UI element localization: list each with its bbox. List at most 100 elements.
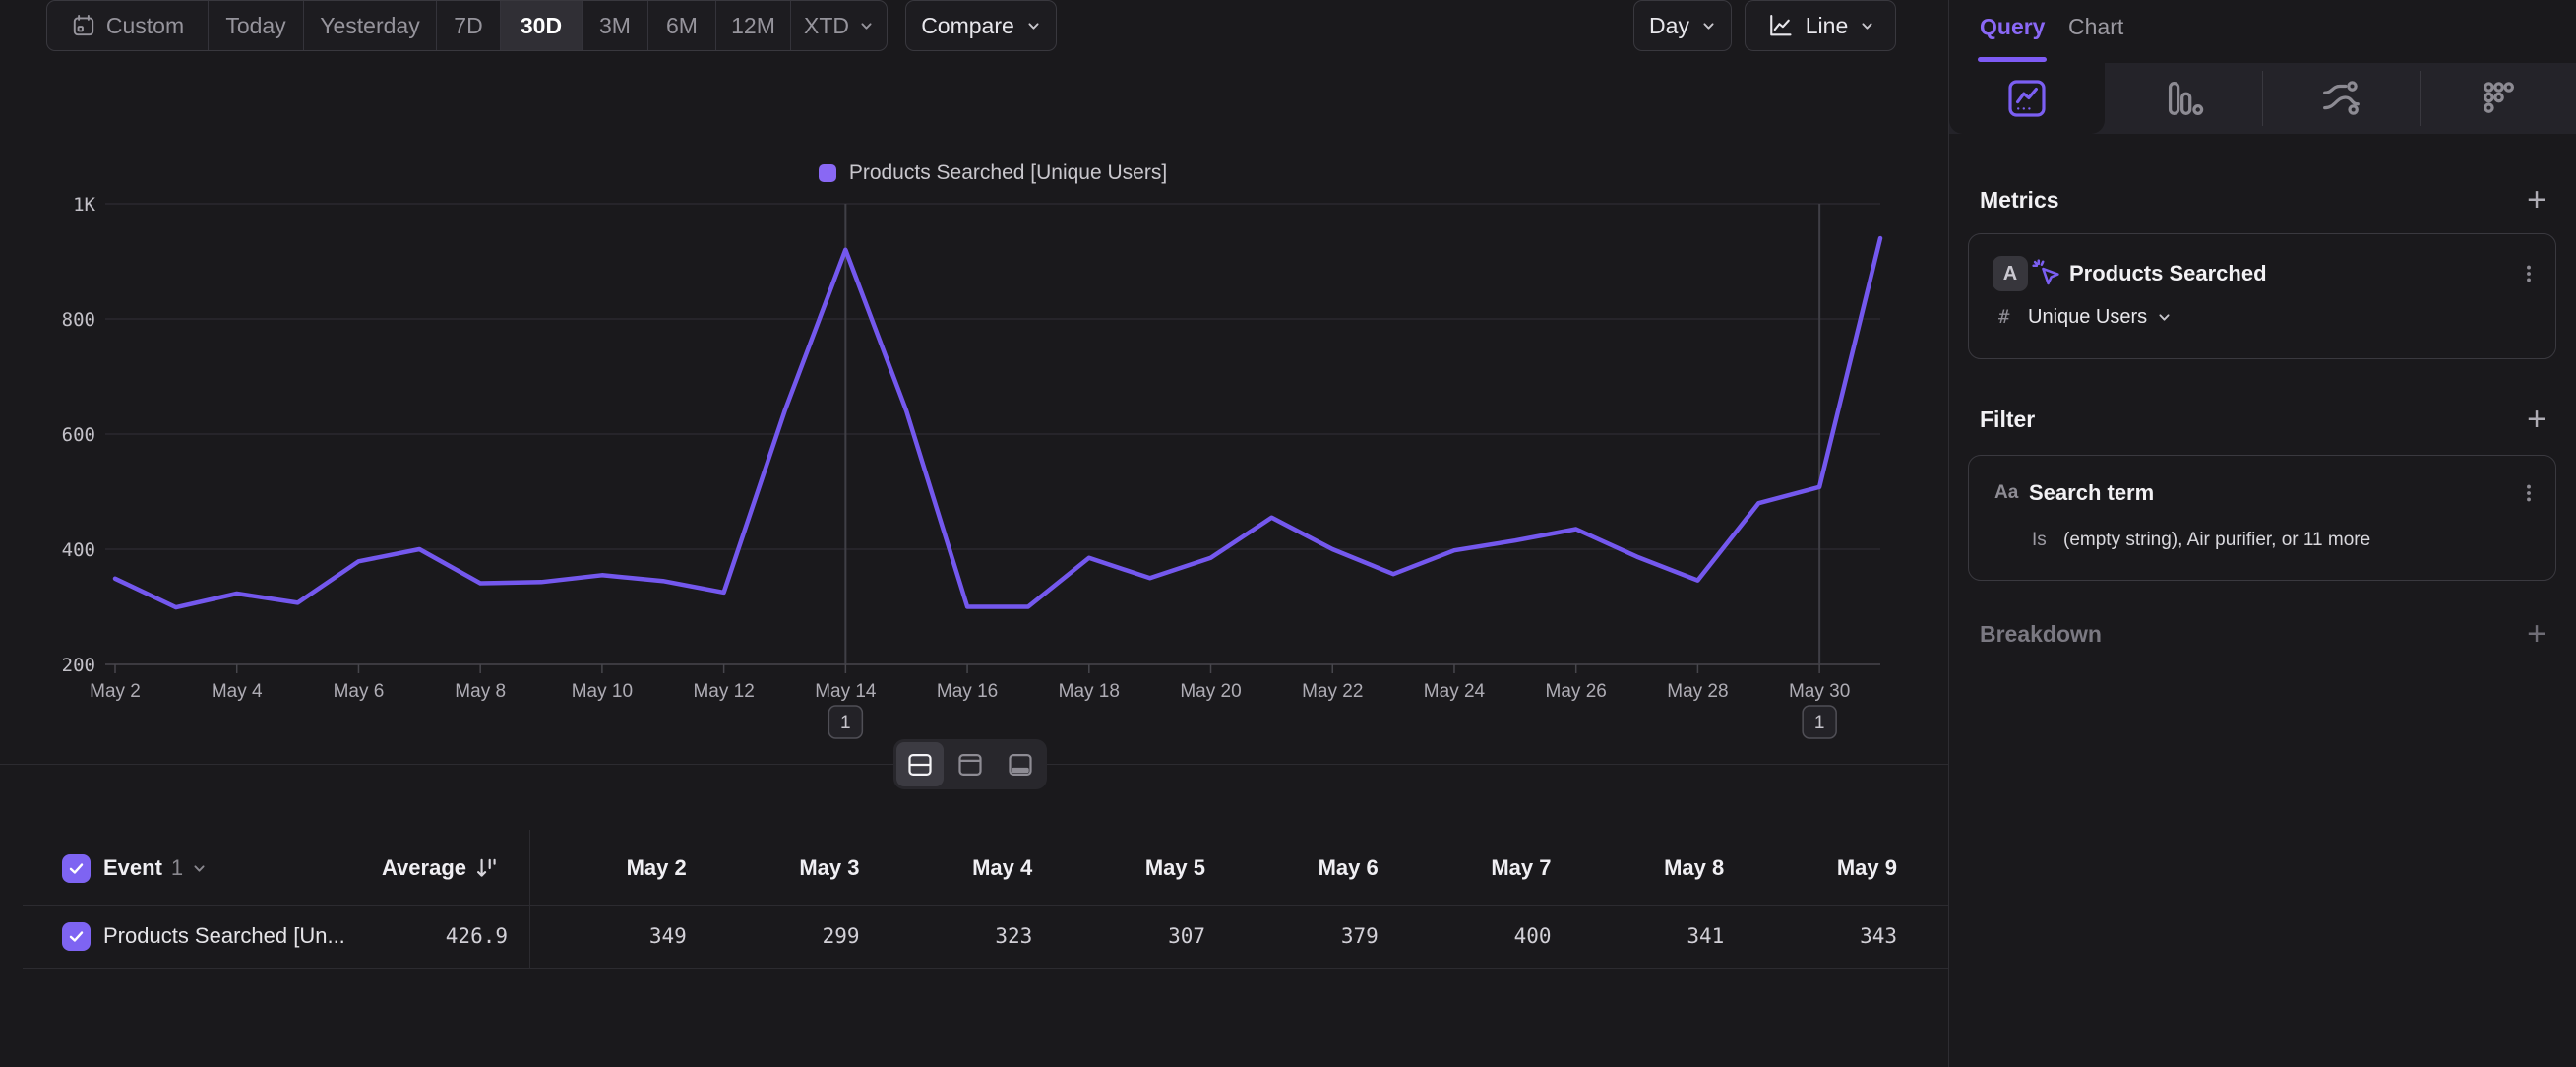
- metrics-section-header: Metrics +: [1980, 185, 2546, 215]
- metric-event-name: Products Searched: [2069, 261, 2267, 286]
- report-tab-flows[interactable]: [2262, 63, 2420, 134]
- breakdown-section-header: Breakdown +: [1980, 619, 2546, 649]
- x-axis-label: May 12: [693, 681, 754, 702]
- add-metric-button[interactable]: +: [2527, 187, 2546, 213]
- x-axis-label: May 26: [1546, 681, 1607, 702]
- x-axis-label: May 14: [815, 681, 877, 702]
- event-column-header[interactable]: Event 1: [103, 855, 207, 881]
- line-chart[interactable]: 1K800600400200May 2May 4May 6May 8May 10…: [0, 0, 1948, 748]
- sort-descending-icon: [474, 855, 500, 881]
- annotation-badge-label: 1: [1814, 713, 1825, 733]
- day-column-header[interactable]: May 2: [514, 855, 687, 881]
- hash-icon: #: [1998, 306, 2009, 328]
- retention-icon: [2476, 76, 2521, 121]
- annotation-badge-label: 1: [840, 713, 851, 733]
- x-axis-label: May 24: [1424, 681, 1486, 702]
- y-axis-label: 800: [62, 309, 95, 331]
- day-column-header[interactable]: May 4: [860, 855, 1033, 881]
- x-axis-label: May 10: [572, 681, 633, 702]
- metric-aggregation-row: # Unique Users: [1969, 297, 2555, 337]
- table-divider: [23, 968, 1948, 969]
- day-column-value: 307: [1032, 924, 1205, 948]
- chart-view-icon: [956, 752, 984, 778]
- funnels-icon: [2161, 76, 2206, 121]
- day-column-header[interactable]: May 6: [1205, 855, 1379, 881]
- x-axis-label: May 22: [1302, 681, 1363, 702]
- series-line[interactable]: [115, 238, 1880, 607]
- x-axis-label: May 8: [455, 681, 506, 702]
- query-sidebar: Query Chart: [1949, 0, 2576, 1067]
- y-axis-label: 200: [62, 655, 95, 676]
- x-axis-label: May 6: [334, 681, 385, 702]
- day-columns-values: 349299323307379400341343: [514, 924, 1897, 948]
- x-axis-label: May 18: [1059, 681, 1120, 702]
- filter-condition-row[interactable]: Is (empty string), Air purifier, or 11 m…: [1969, 521, 2555, 560]
- chevron-down-icon: [192, 861, 207, 876]
- chevron-down-icon: [2157, 310, 2172, 325]
- split-view-icon: [906, 752, 934, 778]
- metric-letter-badge: A: [1993, 256, 2028, 291]
- report-tab-insights[interactable]: [1949, 63, 2105, 134]
- layout-split-view-button[interactable]: [896, 742, 944, 786]
- day-column-header[interactable]: May 5: [1032, 855, 1205, 881]
- x-axis-label: May 28: [1667, 681, 1728, 702]
- kebab-menu-icon[interactable]: [2518, 482, 2540, 504]
- tab-chart[interactable]: Chart: [2068, 14, 2123, 40]
- layout-chart-view-button[interactable]: [947, 742, 994, 786]
- insights-icon: [2003, 75, 2051, 122]
- table-header-row: Event 1 Average May 2May 3May 4May 5May …: [0, 832, 1948, 905]
- event-cursor-icon: [2030, 257, 2063, 290]
- filter-section-header: Filter +: [1980, 405, 2546, 434]
- report-tab-funnels[interactable]: [2105, 63, 2262, 134]
- day-column-value: 343: [1724, 924, 1897, 948]
- filter-heading: Filter: [1980, 407, 2035, 433]
- layout-table-view-button[interactable]: [997, 742, 1044, 786]
- event-count: 1: [171, 855, 183, 881]
- metrics-heading: Metrics: [1980, 187, 2059, 214]
- x-axis-label: May 20: [1180, 681, 1241, 702]
- day-column-header[interactable]: May 7: [1379, 855, 1552, 881]
- active-tab-underline: [1978, 57, 2047, 62]
- x-axis-label: May 2: [90, 681, 141, 702]
- day-column-value: 400: [1379, 924, 1552, 948]
- report-tab-retention[interactable]: [2420, 63, 2576, 134]
- x-axis-label: May 4: [212, 681, 263, 702]
- table-vertical-divider: [529, 830, 530, 968]
- add-filter-button[interactable]: +: [2527, 407, 2546, 432]
- table-row[interactable]: Products Searched [Un... 426.9 349299323…: [0, 905, 1948, 968]
- filter-card[interactable]: Aa Search term Is (empty string), Air pu…: [1968, 455, 2556, 581]
- text-property-icon: Aa: [1994, 482, 2018, 504]
- filter-card-main-row: Aa Search term: [1969, 473, 2555, 513]
- breakdown-heading: Breakdown: [1980, 621, 2102, 648]
- x-axis-label: May 30: [1789, 681, 1850, 702]
- filter-value: (empty string), Air purifier, or 11 more: [2063, 530, 2370, 551]
- tab-query[interactable]: Query: [1980, 14, 2045, 40]
- check-icon: [67, 859, 86, 878]
- day-column-header[interactable]: May 9: [1724, 855, 1897, 881]
- day-column-value: 379: [1205, 924, 1379, 948]
- day-column-value: 349: [514, 924, 687, 948]
- day-column-header[interactable]: May 8: [1552, 855, 1725, 881]
- day-column-value: 323: [860, 924, 1033, 948]
- average-column-header[interactable]: Average: [276, 855, 500, 881]
- report-type-strip: [1949, 63, 2576, 134]
- y-axis-label: 400: [62, 539, 95, 561]
- insights-report-page: Custom Today Yesterday 7D 30D 3M 6M 12M …: [0, 0, 2576, 1067]
- day-columns-header: May 2May 3May 4May 5May 6May 7May 8May 9: [514, 855, 1897, 881]
- y-axis-label: 1K: [73, 194, 95, 216]
- day-column-header[interactable]: May 3: [687, 855, 860, 881]
- kebab-menu-icon[interactable]: [2518, 263, 2540, 284]
- filter-operator: Is: [2032, 530, 2047, 551]
- metric-card[interactable]: A Products Searched # Unique Users: [1968, 233, 2556, 359]
- layout-switcher: [893, 739, 1047, 789]
- flows-icon: [2318, 76, 2363, 121]
- aggregation-dropdown[interactable]: Unique Users: [2028, 306, 2172, 329]
- row-checkbox[interactable]: [62, 922, 91, 951]
- x-axis-label: May 16: [937, 681, 998, 702]
- day-column-value: 341: [1552, 924, 1725, 948]
- table-view-icon: [1007, 752, 1034, 778]
- add-breakdown-button[interactable]: +: [2527, 621, 2546, 647]
- check-icon: [67, 927, 86, 946]
- select-all-checkbox[interactable]: [62, 854, 91, 883]
- day-column-value: 299: [687, 924, 860, 948]
